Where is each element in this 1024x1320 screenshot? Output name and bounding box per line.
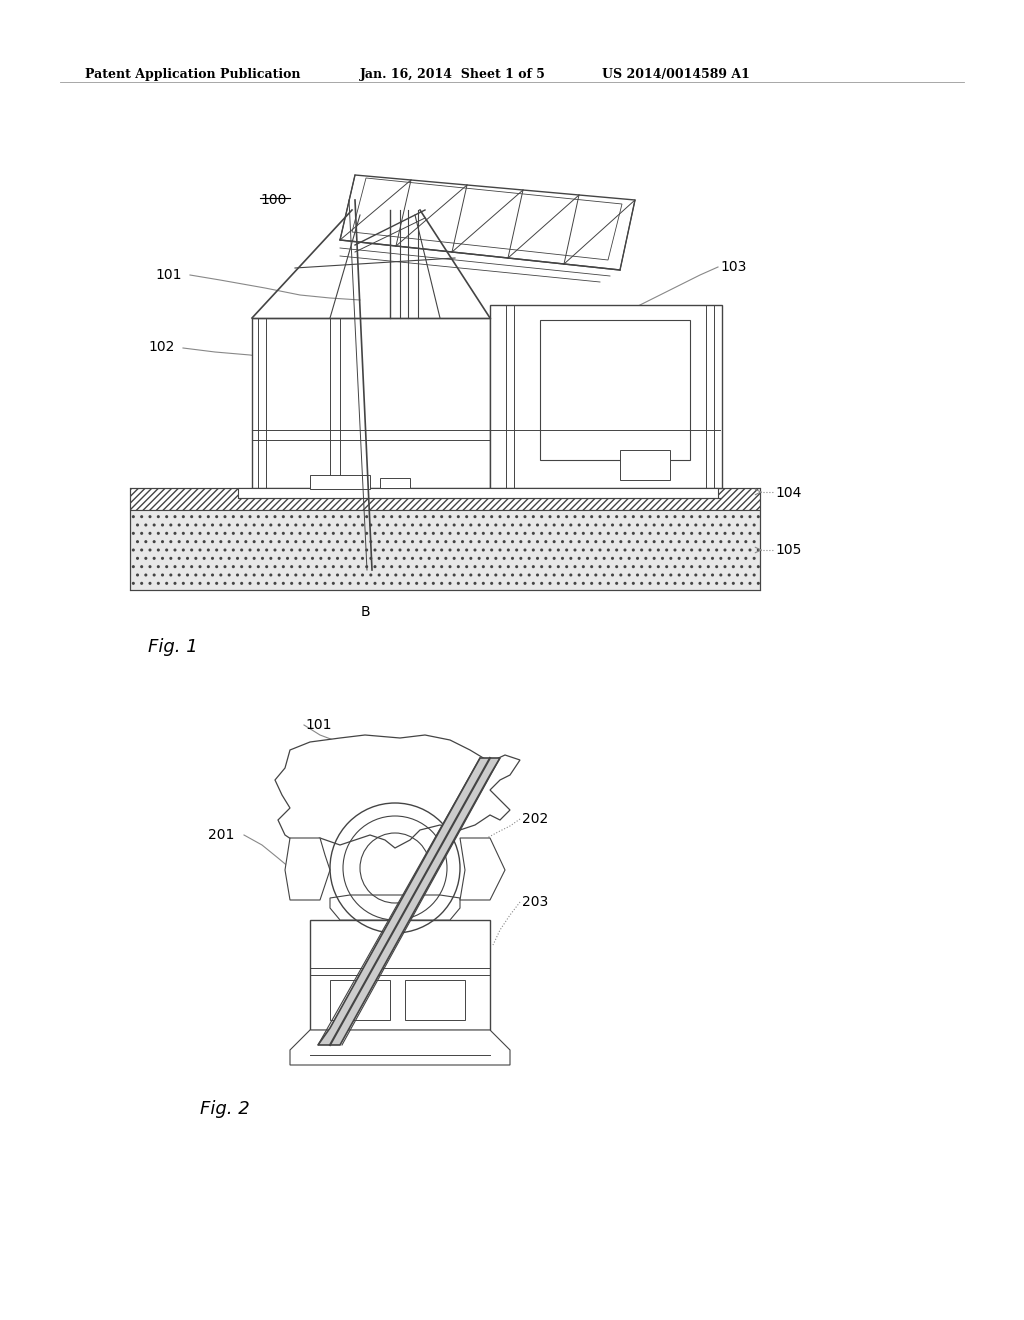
Text: 102: 102 (148, 341, 174, 354)
Text: Jan. 16, 2014  Sheet 1 of 5: Jan. 16, 2014 Sheet 1 of 5 (360, 69, 546, 81)
Bar (380, 478, 410, 488)
Bar (238, 488, 718, 498)
Polygon shape (275, 735, 520, 847)
Bar (310, 475, 370, 488)
Bar (620, 450, 670, 480)
Text: 103: 103 (720, 260, 746, 275)
Text: 100: 100 (260, 193, 287, 207)
Text: B: B (360, 605, 370, 619)
Bar (330, 979, 390, 1020)
Text: C: C (316, 482, 323, 492)
Text: 203: 203 (522, 895, 548, 909)
Polygon shape (330, 895, 460, 920)
Text: D: D (330, 482, 338, 492)
Text: Fig. 2: Fig. 2 (200, 1100, 250, 1118)
Text: US 2014/0014589 A1: US 2014/0014589 A1 (602, 69, 750, 81)
Polygon shape (460, 838, 505, 900)
Text: Fig. 1: Fig. 1 (148, 638, 198, 656)
Text: 101: 101 (305, 718, 332, 733)
Polygon shape (352, 178, 622, 260)
Text: 101: 101 (155, 268, 181, 282)
Polygon shape (290, 1030, 510, 1065)
Text: 201: 201 (208, 828, 234, 842)
Polygon shape (285, 838, 330, 900)
Bar (406, 979, 465, 1020)
Bar (540, 319, 690, 459)
Text: Patent Application Publication: Patent Application Publication (85, 69, 300, 81)
Text: 105: 105 (775, 543, 802, 557)
Text: 202: 202 (522, 812, 548, 826)
Text: 104: 104 (775, 486, 802, 500)
Polygon shape (318, 758, 500, 1045)
Bar (130, 510, 760, 590)
Bar (310, 920, 490, 1030)
Bar (490, 305, 722, 488)
Bar (252, 318, 490, 488)
Bar (130, 488, 760, 510)
Polygon shape (340, 176, 635, 271)
